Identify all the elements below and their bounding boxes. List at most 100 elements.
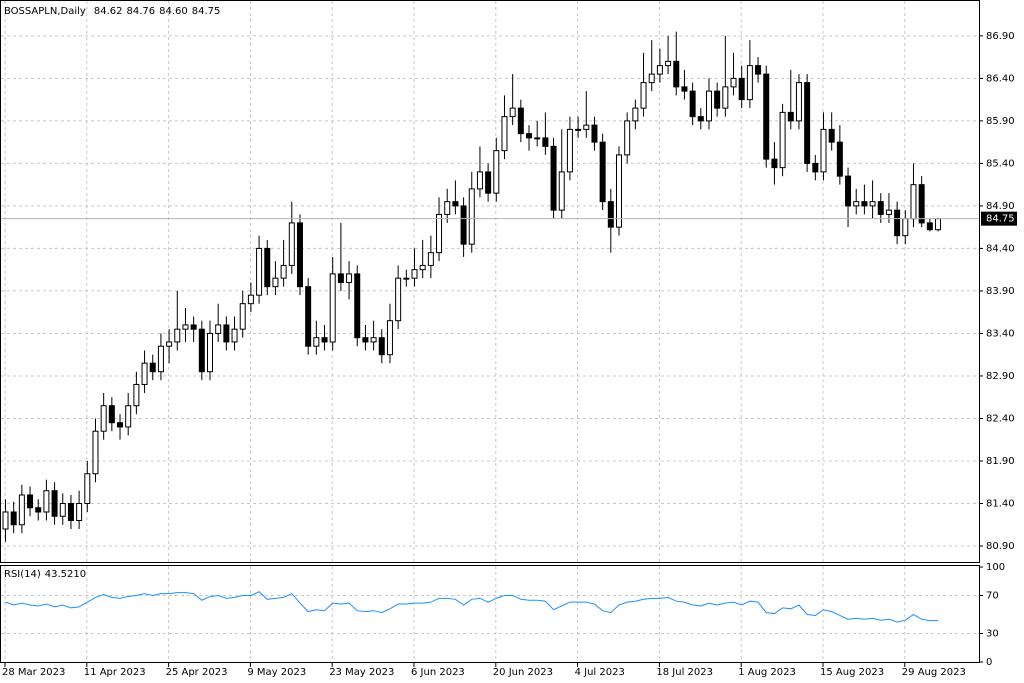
candle-body [885,209,892,215]
candle-body [616,154,622,228]
x-tick-label: 1 Aug 2023 [738,667,796,678]
candle-body [190,324,197,330]
rsi-tick-label: 70 [986,591,999,602]
candle-body [689,90,696,118]
y-tick-label: 85.90 [986,116,1015,127]
y-tick-label: 82.90 [986,371,1015,382]
candle-body [321,337,328,343]
candle-body [926,222,933,231]
candle-body [640,82,647,109]
candle-body [256,247,263,296]
candle-body [43,490,50,513]
candle-body [935,218,942,231]
candle-body [92,430,99,475]
candle-body [804,82,811,164]
candle-body [583,124,590,130]
last-price-label: 84.75 [986,214,1015,225]
x-tick-label: 20 Jun 2023 [493,667,553,678]
candle-body [820,128,827,173]
candle-body [84,473,91,504]
candle-body [681,86,688,92]
candle-body [485,171,492,194]
x-tick-label: 29 Aug 2023 [902,667,966,678]
candle-body [51,490,58,517]
candle-body [59,502,66,517]
rsi-panel [0,565,980,663]
candle-body [845,175,852,207]
candle-body [288,222,295,266]
candle-body [656,65,663,75]
candle-body [509,107,516,118]
y-tick-label: 82.40 [986,413,1015,424]
candle-body [771,158,778,169]
y-tick-label: 86.40 [986,73,1015,84]
candle-body [550,145,557,211]
candle-body [166,341,173,347]
candle-body [558,171,565,211]
candle-body [239,303,246,330]
candle-body [411,269,418,279]
candle-body [264,247,271,288]
candle-body [18,494,25,526]
candle-body [395,277,402,322]
candle-body [346,273,353,283]
candle-body [624,120,631,156]
rsi-tick-label: 30 [986,629,999,640]
symbol: BOSSAPLN,Daily [4,6,86,17]
candle-body [795,82,802,122]
candle-body [215,324,222,334]
y-tick-label: 83.40 [986,328,1015,339]
candle-body [902,218,909,237]
x-tick-label: 28 Mar 2023 [2,667,65,678]
candle-body [313,337,320,347]
candle-body [141,362,148,385]
candle-body [419,264,426,271]
candle-body [894,209,901,237]
x-tick-label: 4 Jul 2023 [575,667,625,678]
candle-body [812,162,819,173]
candle-body [673,60,680,88]
ohlc-value: 84.62 [94,6,123,17]
candle-body [738,77,745,101]
rsi-line [5,591,939,623]
candle-body [534,137,541,140]
price-panel [0,0,980,563]
candle-body [2,511,9,530]
candle-body [648,73,655,84]
candle-body [370,337,377,343]
candle-body [362,337,369,343]
candle-body [566,128,573,173]
chart-header: BOSSAPLN,Daily 84.62 84.76 84.60 84.75 [4,6,220,17]
candle-body [305,286,312,347]
candle-body [746,65,753,101]
candle-body [117,422,124,428]
candle-body [436,213,443,254]
candle-body [665,60,672,67]
candle-body [869,201,876,207]
candle-body [501,116,508,152]
candle-body [836,141,843,177]
candle-body [427,252,434,266]
ohlc-value: 84.76 [126,6,155,17]
candle-body [149,362,156,373]
candle-body [853,201,860,207]
candle-body [125,405,132,428]
y-tick-label: 80.90 [986,541,1015,552]
candle-body [632,107,639,122]
candle-body [714,90,721,109]
candle-body [207,332,213,373]
candle-body [444,201,451,215]
x-tick-label: 11 Apr 2023 [84,667,146,678]
candle-body [468,188,475,245]
candle-body [231,328,238,343]
candle-body [493,150,500,194]
rsi-tick-label: 100 [986,562,1005,573]
candle-body [910,184,917,220]
x-tick-label: 6 Jun 2023 [411,667,465,678]
candle-body [378,337,385,356]
y-tick-label: 86.90 [986,31,1015,42]
candle-body [403,277,410,280]
candle-body [280,264,287,279]
candle-body [100,405,107,432]
